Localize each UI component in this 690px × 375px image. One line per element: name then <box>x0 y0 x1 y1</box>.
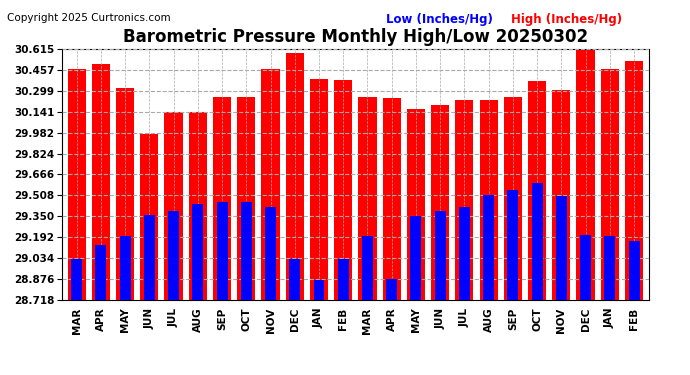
Bar <box>189 112 207 300</box>
Bar <box>580 235 591 300</box>
Bar <box>289 259 300 300</box>
Bar <box>140 134 159 300</box>
Bar <box>313 280 324 300</box>
Bar <box>68 69 86 300</box>
Bar <box>431 105 449 300</box>
Bar <box>119 236 130 300</box>
Bar <box>556 196 566 300</box>
Bar <box>507 190 518 300</box>
Bar <box>604 236 615 300</box>
Bar <box>577 48 595 300</box>
Bar <box>528 81 546 300</box>
Bar <box>144 215 155 300</box>
Bar <box>213 97 231 300</box>
Bar <box>334 80 353 300</box>
Bar <box>532 183 542 300</box>
Bar <box>386 279 397 300</box>
Bar <box>92 64 110 300</box>
Bar <box>629 242 640 300</box>
Bar <box>483 195 494 300</box>
Bar <box>310 78 328 300</box>
Bar <box>407 109 425 300</box>
Bar <box>286 53 304 300</box>
Bar <box>455 100 473 300</box>
Bar <box>383 98 401 300</box>
Bar <box>193 204 204 300</box>
Bar <box>504 97 522 300</box>
Bar <box>338 259 348 300</box>
Text: Low (Inches/Hg): Low (Inches/Hg) <box>386 13 493 26</box>
Bar <box>358 97 377 300</box>
Text: High (Inches/Hg): High (Inches/Hg) <box>511 13 622 26</box>
Title: Barometric Pressure Monthly High/Low 20250302: Barometric Pressure Monthly High/Low 202… <box>123 28 588 46</box>
Bar <box>237 97 255 300</box>
Bar <box>411 216 422 300</box>
Bar <box>168 211 179 300</box>
Bar <box>625 62 643 300</box>
Bar <box>71 259 82 300</box>
Bar <box>241 202 252 300</box>
Bar <box>480 100 497 300</box>
Bar <box>95 245 106 300</box>
Bar <box>217 202 228 300</box>
Bar <box>459 207 470 300</box>
Bar <box>164 112 183 300</box>
Bar <box>435 211 446 300</box>
Bar <box>262 69 279 300</box>
Text: Copyright 2025 Curtronics.com: Copyright 2025 Curtronics.com <box>7 13 170 23</box>
Bar <box>265 207 276 300</box>
Bar <box>601 69 619 300</box>
Bar <box>362 236 373 300</box>
Bar <box>552 90 571 300</box>
Bar <box>116 88 134 300</box>
